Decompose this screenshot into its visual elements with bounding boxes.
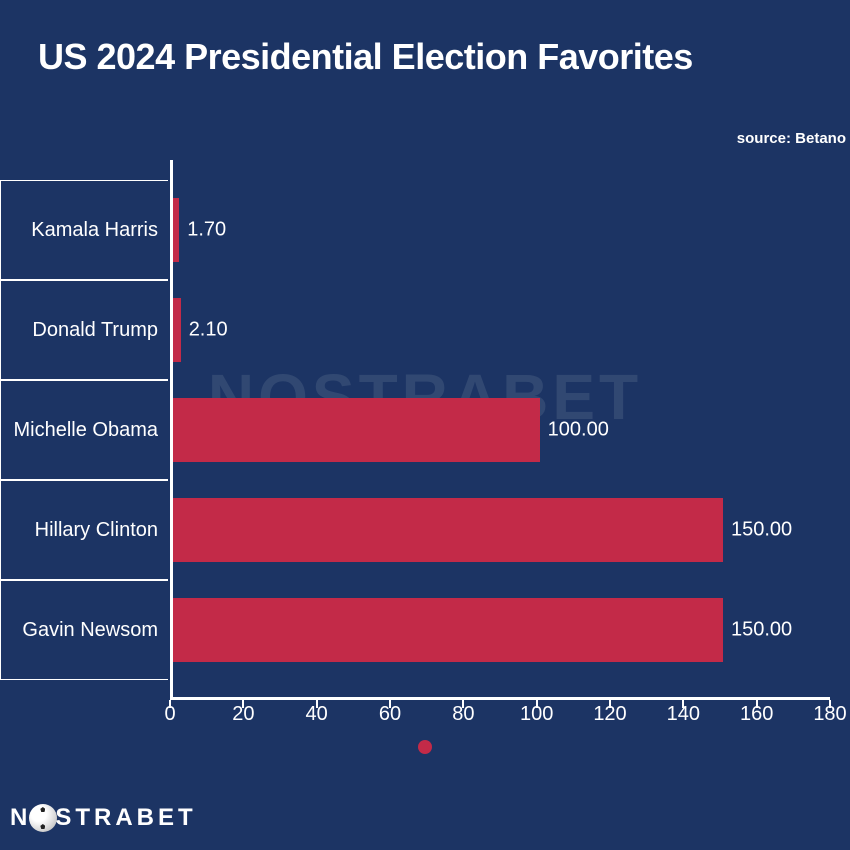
chart-title: US 2024 Presidential Election Favorites bbox=[38, 36, 693, 78]
x-tick-label: 60 bbox=[370, 703, 410, 726]
bar: 150.00 bbox=[173, 498, 723, 562]
brand-logo: N STRABET bbox=[10, 804, 197, 832]
bar: 2.10 bbox=[173, 298, 181, 362]
x-tick-label: 160 bbox=[737, 703, 777, 726]
x-tick-label: 120 bbox=[590, 703, 630, 726]
bar: 150.00 bbox=[173, 598, 723, 662]
x-tick-label: 80 bbox=[443, 703, 483, 726]
y-category-label: Hillary Clinton bbox=[0, 480, 168, 580]
brand-text-left: N bbox=[10, 804, 31, 832]
bar: 1.70 bbox=[173, 198, 179, 262]
y-category-label: Michelle Obama bbox=[0, 380, 168, 480]
x-tick-label: 40 bbox=[297, 703, 337, 726]
y-category-label: Kamala Harris bbox=[0, 180, 168, 280]
bar-chart: Kamala Harris 1.70 Donald Trump 2.10 Michell… bbox=[0, 160, 850, 750]
bar: 100.00 bbox=[173, 398, 540, 462]
y-category-label: Donald Trump bbox=[0, 280, 168, 380]
source-label: source: Betano bbox=[737, 130, 846, 147]
x-tick-label: 0 bbox=[150, 703, 190, 726]
x-tick-label: 140 bbox=[663, 703, 703, 726]
brand-text-right: STRABET bbox=[55, 804, 196, 832]
bar-value-label: 150.00 bbox=[723, 519, 792, 542]
bar-value-label: 1.70 bbox=[179, 219, 226, 242]
bar-value-label: 100.00 bbox=[540, 419, 609, 442]
x-tick-label: 100 bbox=[517, 703, 557, 726]
x-tick-label: 20 bbox=[223, 703, 263, 726]
legend-marker bbox=[418, 740, 432, 754]
x-tick-label: 180 bbox=[810, 703, 850, 726]
y-category-label: Gavin Newsom bbox=[0, 580, 168, 680]
bar-value-label: 150.00 bbox=[723, 619, 792, 642]
bar-value-label: 2.10 bbox=[181, 319, 228, 342]
soccer-ball-icon bbox=[29, 804, 57, 832]
